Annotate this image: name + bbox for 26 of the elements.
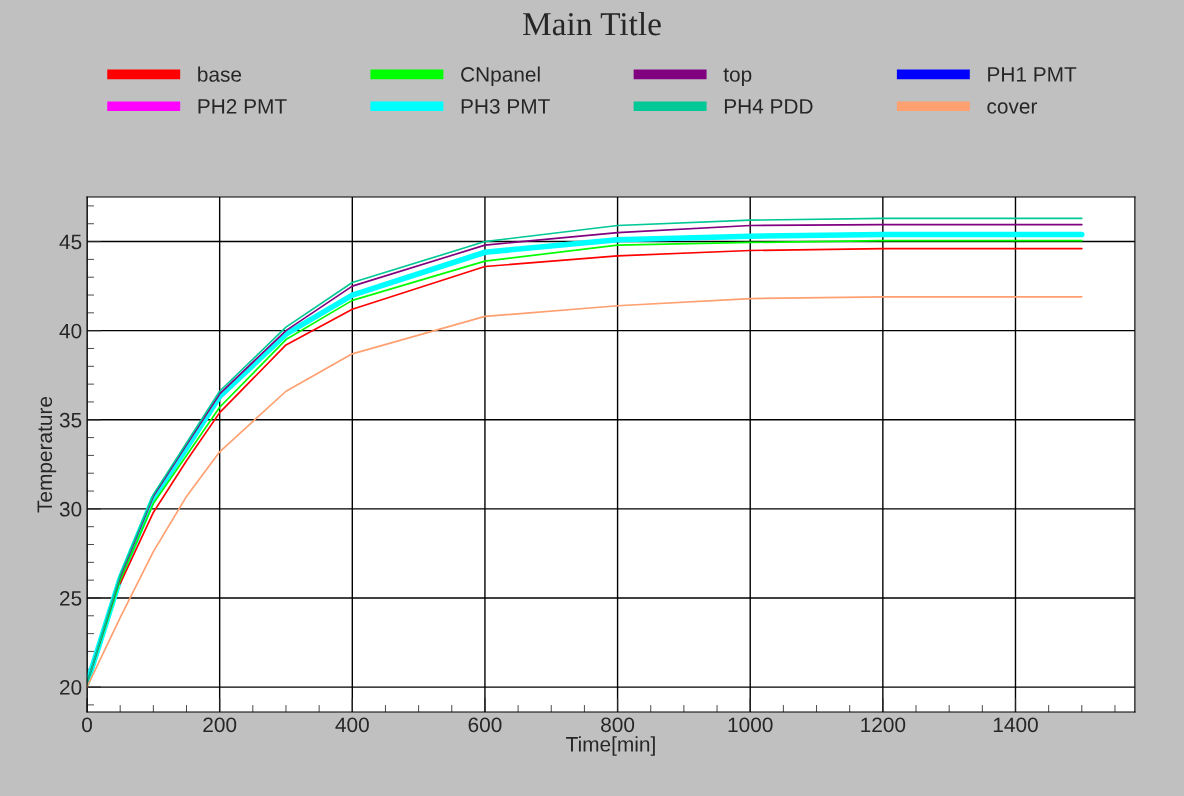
legend-label: cover [987,102,1038,114]
x-tick-label: 200 [203,717,237,733]
legend-label: base [198,66,242,82]
chart-title: Main Title [523,11,661,36]
y-tick-label: 45 [59,234,82,250]
line-series [119,247,1083,585]
y-tick-label: 25 [60,590,82,606]
x-tick-label: 0 [82,717,92,733]
legend-label: PH2 PMT [198,98,287,114]
x-tick-label: 1000 [728,717,773,733]
y-tick-label: 35 [59,412,82,428]
x-tick-label: 600 [468,717,502,733]
x-tick-label: 1200 [861,717,906,733]
legend-label: PH1 PMT [988,67,1077,82]
y-tick-label: 30 [59,501,82,517]
legend-label: top [723,68,752,86]
y-tick-label: 20 [60,680,82,695]
legend-label: PH3 PMT [461,98,550,114]
x-tick-label: 400 [335,717,369,733]
legend-label: PH4 PDD [724,99,813,114]
y-axis-title: Temperature [37,396,57,513]
x-tick-label: 1400 [993,717,1038,733]
x-axis-title: Time[min] [566,736,655,756]
y-tick-label: 40 [59,323,82,339]
x-tick-label: 800 [601,717,635,733]
legend-label: CNpanel [461,66,540,86]
